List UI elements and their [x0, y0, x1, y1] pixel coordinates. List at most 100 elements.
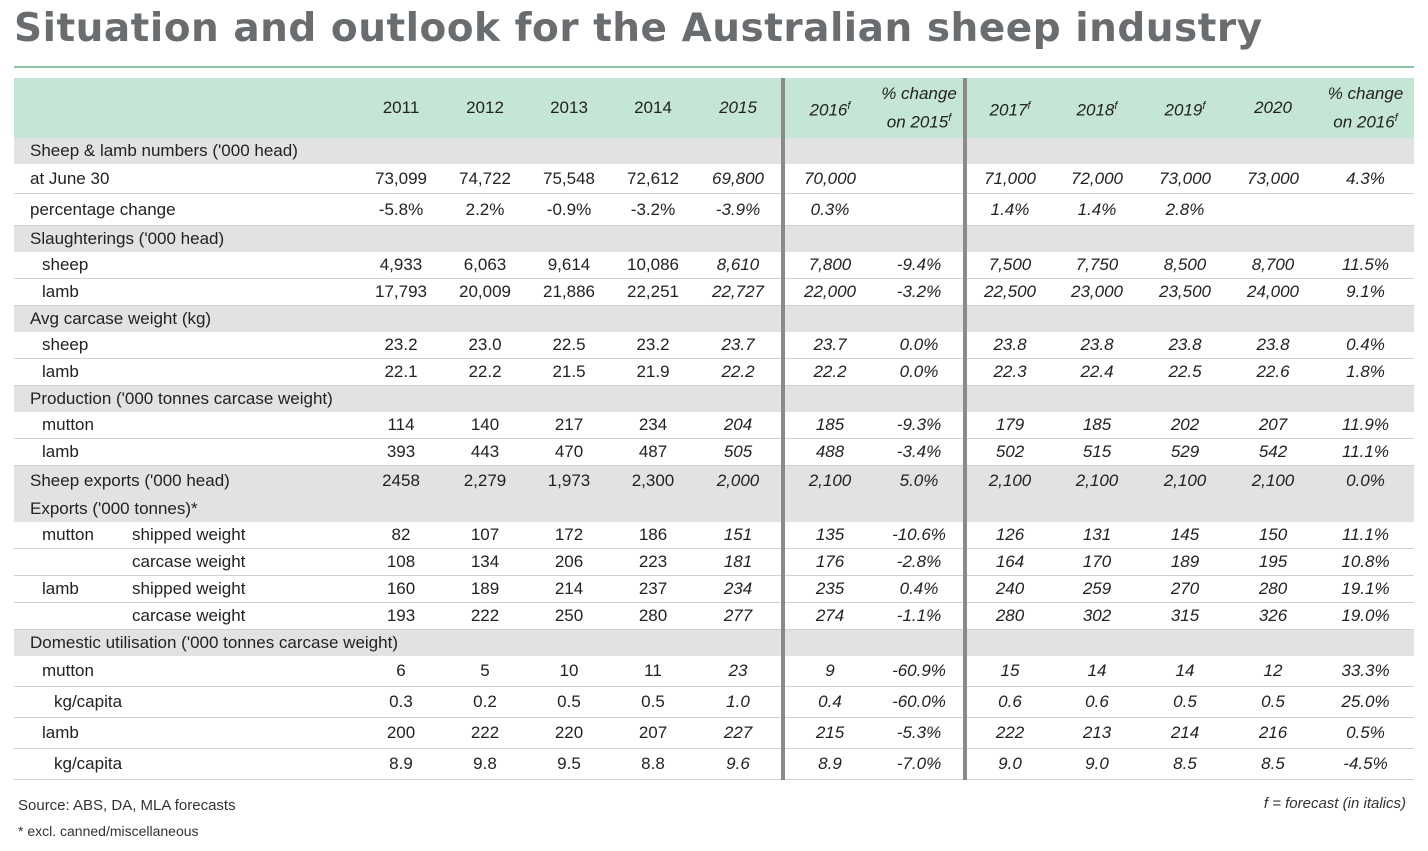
value-cell: 2458 [359, 465, 443, 496]
value-cell: 22,000 [781, 278, 875, 306]
value-cell: 22.2 [443, 358, 527, 386]
value-cell [695, 385, 783, 412]
table-row: lamb shipped weight 160 189 214 237 234 235 0.4%… [14, 575, 1414, 603]
value-cell: 529 [1141, 438, 1229, 466]
section-row: Production ('000 tonnes carcase weight) [14, 385, 1414, 412]
value-cell [527, 225, 611, 252]
value-cell: 23.8 [1229, 332, 1317, 359]
value-cell: 0.5 [527, 686, 611, 718]
value-cell: 73,099 [359, 164, 443, 194]
value-cell: 185 [1053, 412, 1141, 439]
value-cell: 8.5 [1141, 748, 1229, 780]
value-cell: 8.5 [1229, 748, 1317, 780]
value-cell: -3.2% [875, 278, 965, 306]
table-row: mutton 6 5 10 11 23 9 -60.9% 15 14 14 12 33.3% [14, 656, 1414, 687]
value-cell [1141, 385, 1229, 412]
value-cell [1053, 138, 1141, 164]
value-cell: 126 [963, 522, 1053, 549]
value-cell: -60.0% [875, 686, 965, 718]
header-year-2016: 2016f [781, 78, 875, 138]
table-row: at June 30 73,099 74,722 75,548 72,612 69,800… [14, 164, 1414, 194]
value-cell: 134 [443, 548, 527, 576]
value-cell: -0.9% [527, 193, 611, 226]
value-cell: 22.5 [1141, 358, 1229, 386]
row-label: at June 30 [14, 164, 359, 194]
value-cell [963, 385, 1053, 412]
value-cell: 8,700 [1229, 252, 1317, 279]
value-cell: 107 [443, 522, 527, 549]
value-cell: 8,500 [1141, 252, 1229, 279]
value-cell [1053, 629, 1141, 656]
section-label: Exports ('000 tonnes)* [14, 496, 359, 522]
value-cell [695, 496, 783, 522]
value-cell: 470 [527, 438, 611, 466]
value-cell: -3.9% [695, 193, 783, 226]
value-cell: 214 [1141, 717, 1229, 749]
value-cell: 7,750 [1053, 252, 1141, 279]
value-cell [781, 138, 875, 164]
table-row: carcase weight 193 222 250 280 277 274 -1.1% 280… [14, 602, 1414, 630]
header-year-forecast: 2020 [1229, 78, 1317, 138]
value-cell [695, 305, 783, 332]
row-label: sheep [14, 332, 359, 359]
row-label: sheep [14, 252, 359, 279]
section-row: Sheep exports ('000 head) 2458 2,279 1,973 2… [14, 465, 1414, 496]
value-cell: 164 [963, 548, 1053, 576]
value-cell [359, 629, 443, 656]
value-cell [1317, 225, 1414, 252]
value-cell: 12 [1229, 656, 1317, 687]
value-cell: 22,500 [963, 278, 1053, 306]
section-label: Avg carcase weight (kg) [14, 305, 359, 332]
value-cell: 0.6 [963, 686, 1053, 718]
value-cell: 72,612 [611, 164, 695, 194]
row-label: mutton shipped weight [14, 522, 359, 549]
value-cell: 22.6 [1229, 358, 1317, 386]
value-cell [1229, 138, 1317, 164]
value-cell [527, 138, 611, 164]
value-cell: 1.8% [1317, 358, 1414, 386]
value-cell: 9,614 [527, 252, 611, 279]
header-year-forecast: 2017f [963, 78, 1053, 138]
header-year: 2015 [695, 78, 783, 138]
value-cell [1141, 305, 1229, 332]
value-cell: 10.8% [1317, 548, 1414, 576]
row-label: lamb shipped weight [14, 575, 359, 603]
value-cell: 11.9% [1317, 412, 1414, 439]
value-cell: -7.0% [875, 748, 965, 780]
value-cell: 23.8 [963, 332, 1053, 359]
header-year: 2014 [611, 78, 695, 138]
value-cell: 11.5% [1317, 252, 1414, 279]
value-cell [1053, 496, 1141, 522]
value-cell: 108 [359, 548, 443, 576]
value-cell: 179 [963, 412, 1053, 439]
value-cell: 10 [527, 656, 611, 687]
row-label: percentage change [14, 193, 359, 226]
value-cell: 23.8 [1053, 332, 1141, 359]
value-cell [443, 305, 527, 332]
value-cell: 505 [695, 438, 783, 466]
value-cell: -4.5% [1317, 748, 1414, 780]
value-cell: 215 [781, 717, 875, 749]
value-cell: 140 [443, 412, 527, 439]
value-cell [443, 629, 527, 656]
value-cell [443, 496, 527, 522]
value-cell: 9.6 [695, 748, 783, 780]
value-cell: 5.0% [875, 465, 965, 496]
value-cell: 6 [359, 656, 443, 687]
value-cell: -10.6% [875, 522, 965, 549]
value-cell: 2,100 [963, 465, 1053, 496]
value-cell: 2,000 [695, 465, 783, 496]
value-cell: 235 [781, 575, 875, 603]
value-cell: 193 [359, 602, 443, 630]
value-cell: 1,973 [527, 465, 611, 496]
value-cell: 74,722 [443, 164, 527, 194]
value-cell: 145 [1141, 522, 1229, 549]
value-cell: 9.8 [443, 748, 527, 780]
value-cell: 135 [781, 522, 875, 549]
value-cell: 2,100 [1229, 465, 1317, 496]
value-cell: -3.4% [875, 438, 965, 466]
value-cell: 1.4% [963, 193, 1053, 226]
value-cell [1141, 138, 1229, 164]
value-cell [781, 305, 875, 332]
value-cell: 9.0 [1053, 748, 1141, 780]
